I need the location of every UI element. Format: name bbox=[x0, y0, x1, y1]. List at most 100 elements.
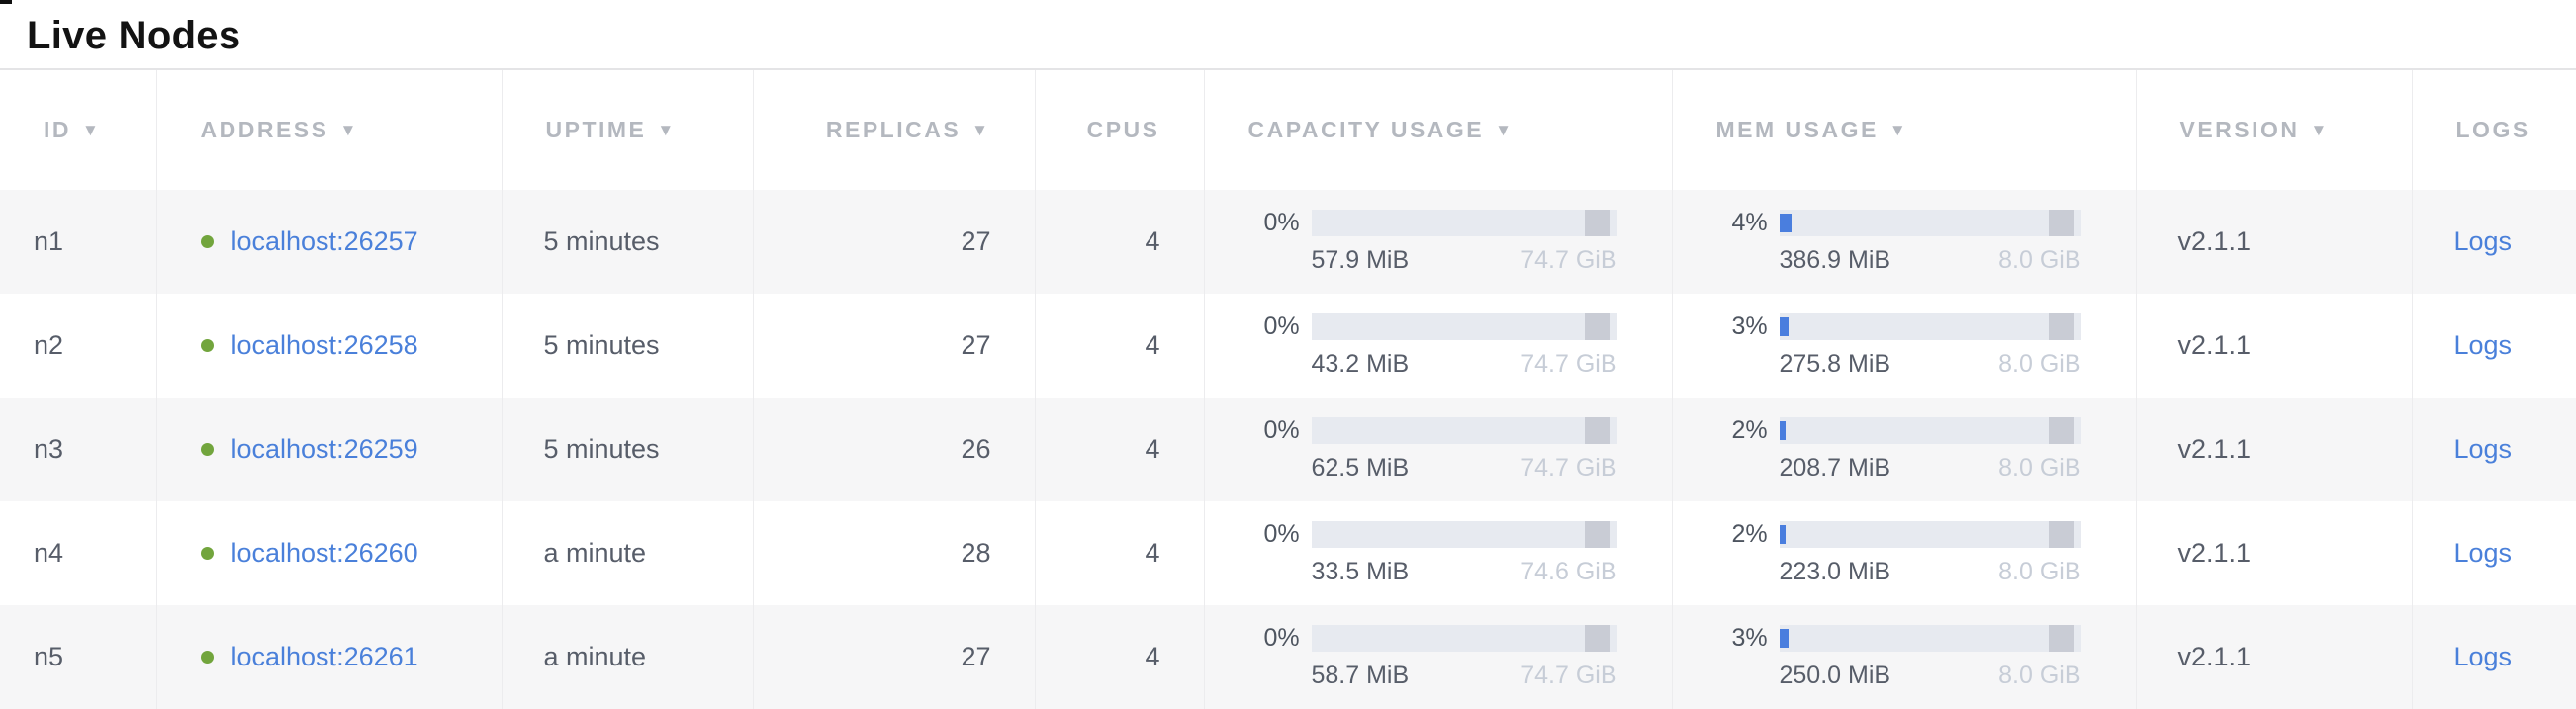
cell-address: localhost:26257 bbox=[155, 190, 502, 294]
column-header-label: LOGS bbox=[2455, 117, 2530, 142]
bar-track bbox=[1311, 313, 1617, 340]
cell-logs: Logs bbox=[2411, 398, 2576, 501]
node-logs-link[interactable]: Logs bbox=[2453, 538, 2513, 568]
mem-usage-bar: 3% 275.8 MiB 8.0 GiB bbox=[1732, 312, 2081, 379]
bar-total-value: 8.0 GiB bbox=[1998, 454, 2081, 482]
bar-used-value: 250.0 MiB bbox=[1779, 662, 1891, 689]
bar-fill bbox=[1779, 629, 1789, 648]
live-nodes-table: ID ▼ ADDRESS ▼ UPTIME ▼ REPLICAS ▼ CPUS CAPACITY … bbox=[0, 68, 2576, 709]
bar-track bbox=[1311, 417, 1617, 444]
cell-cpus: 4 bbox=[1034, 398, 1204, 501]
cell-uptime: 5 minutes bbox=[501, 398, 753, 501]
cell-address: localhost:26261 bbox=[155, 605, 502, 709]
cell-capacity-usage: 0% 62.5 MiB 74.7 GiB bbox=[1203, 398, 1672, 501]
cell-id: n3 bbox=[34, 434, 64, 464]
bar-track bbox=[1311, 521, 1617, 548]
bar-values-row: 275.8 MiB 8.0 GiB bbox=[1780, 350, 2081, 379]
column-header-label: CAPACITY USAGE bbox=[1247, 117, 1485, 142]
capacity-usage-bar: 0% 33.5 MiB 74.6 GiB bbox=[1264, 520, 1617, 586]
bar-top-row: 0% bbox=[1264, 624, 1617, 653]
cell-address: localhost:26260 bbox=[155, 501, 502, 605]
column-header-label: REPLICAS bbox=[825, 117, 962, 142]
sort-desc-icon: ▼ bbox=[1495, 121, 1515, 139]
title-area: Live Nodes bbox=[0, 0, 2576, 68]
bar-percent-label: 0% bbox=[1263, 312, 1300, 340]
bar-track bbox=[1779, 210, 2081, 236]
cell-address: localhost:26258 bbox=[155, 294, 502, 398]
node-logs-link[interactable]: Logs bbox=[2453, 642, 2513, 671]
column-header-capacity[interactable]: CAPACITY USAGE ▼ bbox=[1203, 68, 1672, 190]
sort-desc-icon: ▼ bbox=[1888, 121, 1909, 139]
cell-version: v2.1.1 bbox=[2135, 294, 2412, 398]
sort-desc-icon: ▼ bbox=[82, 121, 102, 139]
bar-track bbox=[1779, 417, 2081, 444]
top-left-artifact bbox=[0, 0, 12, 4]
bar-track bbox=[1311, 625, 1617, 652]
cell-mem-usage: 2% 208.7 MiB 8.0 GiB bbox=[1671, 398, 2136, 501]
column-header-label: UPTIME bbox=[545, 117, 647, 142]
node-live-status-icon bbox=[200, 547, 214, 560]
node-address-link[interactable]: localhost:26259 bbox=[230, 434, 418, 464]
column-header-version[interactable]: VERSION ▼ bbox=[2135, 68, 2412, 190]
column-header-mem[interactable]: MEM USAGE ▼ bbox=[1671, 68, 2136, 190]
bar-top-row: 3% bbox=[1732, 312, 2081, 341]
cell-logs: Logs bbox=[2411, 294, 2576, 398]
column-header-uptime[interactable]: UPTIME ▼ bbox=[501, 68, 753, 190]
bar-percent-label: 0% bbox=[1263, 416, 1300, 444]
node-address-link[interactable]: localhost:26258 bbox=[230, 330, 418, 360]
bar-total-value: 8.0 GiB bbox=[1998, 558, 2081, 585]
cell-logs: Logs bbox=[2411, 605, 2576, 709]
bar-values-row: 208.7 MiB 8.0 GiB bbox=[1780, 454, 2081, 483]
node-logs-link[interactable]: Logs bbox=[2453, 226, 2513, 256]
bar-fill bbox=[1779, 525, 1786, 544]
node-live-status-icon bbox=[200, 235, 214, 248]
column-header-label: ID bbox=[44, 117, 71, 142]
capacity-usage-bar: 0% 43.2 MiB 74.7 GiB bbox=[1264, 312, 1617, 379]
bar-percent-label: 2% bbox=[1731, 416, 1768, 444]
node-live-status-icon bbox=[200, 651, 214, 664]
bar-top-row: 0% bbox=[1264, 416, 1617, 445]
cell-uptime: 5 minutes bbox=[501, 294, 753, 398]
cell-replicas: 27 bbox=[752, 605, 1035, 709]
bar-track bbox=[1779, 625, 2081, 652]
bar-values-row: 33.5 MiB 74.6 GiB bbox=[1312, 558, 1617, 586]
bar-used-value: 62.5 MiB bbox=[1311, 454, 1410, 482]
node-logs-link[interactable]: Logs bbox=[2453, 330, 2513, 360]
cell-cpus: 4 bbox=[1034, 190, 1204, 294]
bar-total-value: 74.7 GiB bbox=[1520, 454, 1617, 482]
column-header-replicas[interactable]: REPLICAS ▼ bbox=[752, 68, 1035, 190]
node-address-link[interactable]: localhost:26260 bbox=[230, 538, 418, 568]
column-header-label: VERSION bbox=[2179, 117, 2300, 142]
cell-address: localhost:26259 bbox=[155, 398, 502, 501]
cell-mem-usage: 3% 275.8 MiB 8.0 GiB bbox=[1671, 294, 2136, 398]
bar-values-row: 62.5 MiB 74.7 GiB bbox=[1312, 454, 1617, 483]
cell-mem-usage: 4% 386.9 MiB 8.0 GiB bbox=[1671, 190, 2136, 294]
bar-fill bbox=[1779, 421, 1786, 440]
capacity-usage-bar: 0% 58.7 MiB 74.7 GiB bbox=[1264, 624, 1617, 690]
column-header-address[interactable]: ADDRESS ▼ bbox=[155, 68, 502, 190]
node-logs-link[interactable]: Logs bbox=[2453, 434, 2513, 464]
bar-track bbox=[1311, 210, 1617, 236]
mem-usage-bar: 3% 250.0 MiB 8.0 GiB bbox=[1732, 624, 2081, 690]
bar-total-value: 74.6 GiB bbox=[1520, 558, 1617, 585]
column-header-label: MEM USAGE bbox=[1715, 117, 1879, 142]
column-header-cpus: CPUS bbox=[1034, 68, 1204, 190]
table-row: n3 localhost:26259 5 minutes 26 4 0% 62.5 MiB 7… bbox=[0, 398, 2576, 501]
bar-top-row: 3% bbox=[1732, 624, 2081, 653]
bar-top-row: 0% bbox=[1264, 209, 1617, 237]
mem-usage-bar: 4% 386.9 MiB 8.0 GiB bbox=[1732, 209, 2081, 275]
node-address-link[interactable]: localhost:26257 bbox=[230, 226, 418, 256]
cell-replicas: 28 bbox=[752, 501, 1035, 605]
column-header-id[interactable]: ID ▼ bbox=[0, 68, 156, 190]
bar-total-value: 74.7 GiB bbox=[1520, 662, 1617, 689]
header-row: ID ▼ ADDRESS ▼ UPTIME ▼ REPLICAS ▼ CPUS CAPACITY … bbox=[0, 68, 2576, 190]
node-address-link[interactable]: localhost:26261 bbox=[230, 642, 418, 671]
bar-track bbox=[1779, 521, 2081, 548]
bar-used-value: 57.9 MiB bbox=[1311, 246, 1410, 274]
cell-id: n4 bbox=[34, 538, 64, 568]
cell-id: n2 bbox=[34, 330, 64, 360]
bar-top-row: 4% bbox=[1732, 209, 2081, 237]
cell-version: v2.1.1 bbox=[2135, 190, 2412, 294]
cell-id: n1 bbox=[34, 226, 64, 256]
bar-end-block bbox=[1585, 313, 1611, 340]
